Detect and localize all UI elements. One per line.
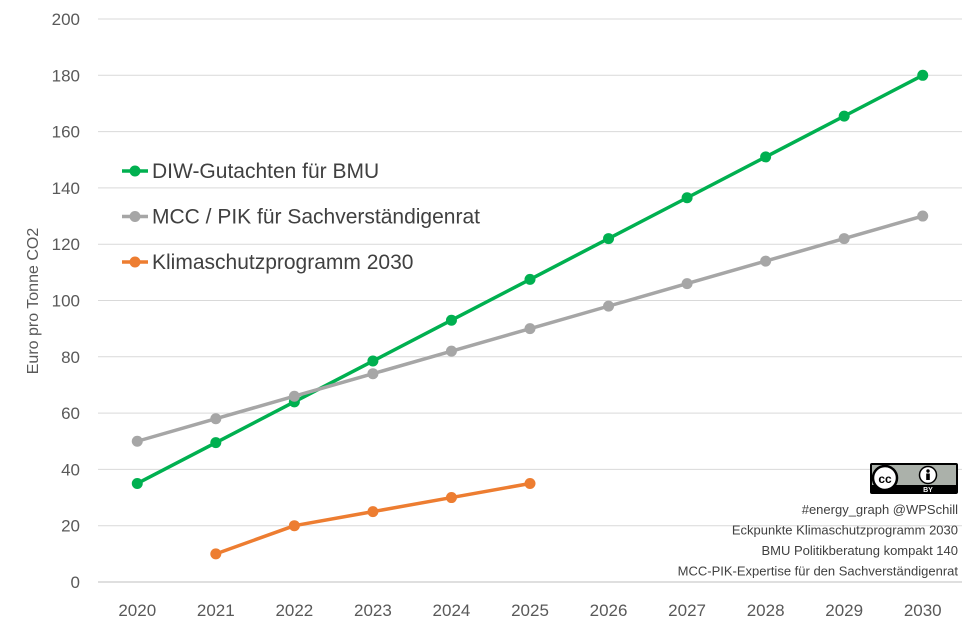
data-point — [210, 413, 222, 425]
data-point — [838, 110, 850, 122]
data-point — [838, 233, 850, 245]
y-tick-label: 160 — [52, 123, 80, 142]
data-point — [445, 492, 457, 504]
legend-label: Klimaschutzprogramm 2030 — [152, 251, 413, 274]
x-tick-label: 2027 — [668, 601, 706, 620]
data-point — [367, 368, 379, 380]
svg-text:cc: cc — [878, 472, 892, 486]
legend-item: MCC / PIK für Sachverständigenrat — [122, 206, 480, 229]
source-note: MCC-PIK-Expertise für den Sachverständig… — [678, 564, 959, 579]
data-point — [445, 314, 457, 326]
legend-swatch-marker — [129, 165, 141, 177]
data-point — [760, 151, 772, 163]
data-point — [367, 355, 379, 367]
data-point — [603, 233, 615, 245]
x-tick-label: 2022 — [275, 601, 313, 620]
data-point — [210, 437, 222, 449]
y-tick-label: 0 — [71, 573, 80, 592]
data-point — [367, 506, 379, 518]
cc-by-license-badge: cc BY — [870, 463, 958, 494]
series-1 — [131, 69, 929, 489]
x-tick-label: 2021 — [197, 601, 235, 620]
x-tick-label: 2024 — [433, 601, 471, 620]
data-point — [210, 548, 222, 560]
gridlines — [98, 18, 962, 583]
source-note: BMU Politikberatung kompakt 140 — [761, 543, 958, 558]
legend-swatch-marker — [129, 211, 141, 222]
source-notes: #energy_graph @WPSchill Eckpunkte Klimasc… — [678, 502, 959, 579]
series-3 — [210, 477, 536, 560]
legend: DIW-Gutachten für BMU MCC / PIK für Sachv… — [122, 160, 480, 274]
data-point — [603, 300, 615, 312]
attribution-icon — [918, 465, 938, 485]
y-tick-label: 40 — [61, 460, 80, 479]
x-tick-label: 2025 — [511, 601, 549, 620]
series-2 — [131, 210, 929, 447]
data-point — [760, 255, 772, 267]
source-note: Eckpunkte Klimaschutzprogramm 2030 — [732, 523, 958, 538]
y-axis-title: Euro pro Tonne CO2 — [25, 228, 42, 375]
y-tick-label: 200 — [52, 10, 80, 29]
data-point — [524, 273, 536, 285]
data-point — [917, 210, 929, 222]
data-point — [681, 278, 693, 290]
data-point — [524, 323, 536, 335]
data-point — [288, 520, 300, 532]
y-tick-label: 120 — [52, 235, 80, 254]
data-point — [681, 192, 693, 204]
y-tick-label: 100 — [52, 292, 80, 311]
y-tick-label: 20 — [61, 517, 80, 536]
y-tick-label: 180 — [52, 66, 80, 85]
legend-label: DIW-Gutachten für BMU — [152, 160, 379, 183]
x-tick-label: 2020 — [118, 601, 156, 620]
data-point — [445, 345, 457, 357]
data-point — [288, 390, 300, 402]
x-tick-label: 2028 — [747, 601, 785, 620]
legend-label: MCC / PIK für Sachverständigenrat — [152, 206, 480, 229]
y-tick-label: 80 — [61, 348, 80, 367]
x-axis-tick-labels: 2020 2021 2022 2023 2024 2025 2026 2027 2028 2029… — [118, 601, 941, 620]
legend-item: DIW-Gutachten für BMU — [122, 160, 379, 183]
cc-icon: cc — [871, 464, 899, 492]
x-tick-label: 2023 — [354, 601, 392, 620]
legend-swatch-marker — [129, 256, 141, 268]
series-lines — [131, 69, 929, 560]
x-tick-label: 2029 — [825, 601, 863, 620]
data-point — [131, 435, 143, 447]
source-note: #energy_graph @WPSchill — [802, 502, 958, 517]
badge-by-label: BY — [923, 487, 933, 494]
y-axis-tick-labels: 0 20 40 60 80 100 120 140 160 180 200 — [52, 10, 80, 592]
x-tick-label: 2026 — [590, 601, 628, 620]
y-tick-label: 140 — [52, 179, 80, 198]
series-line — [214, 481, 532, 556]
legend-item: Klimaschutzprogramm 2030 — [122, 251, 413, 274]
data-point — [524, 477, 536, 489]
x-tick-label: 2030 — [904, 601, 942, 620]
data-point — [131, 477, 143, 489]
y-tick-label: 60 — [61, 404, 80, 423]
data-point — [917, 69, 929, 81]
